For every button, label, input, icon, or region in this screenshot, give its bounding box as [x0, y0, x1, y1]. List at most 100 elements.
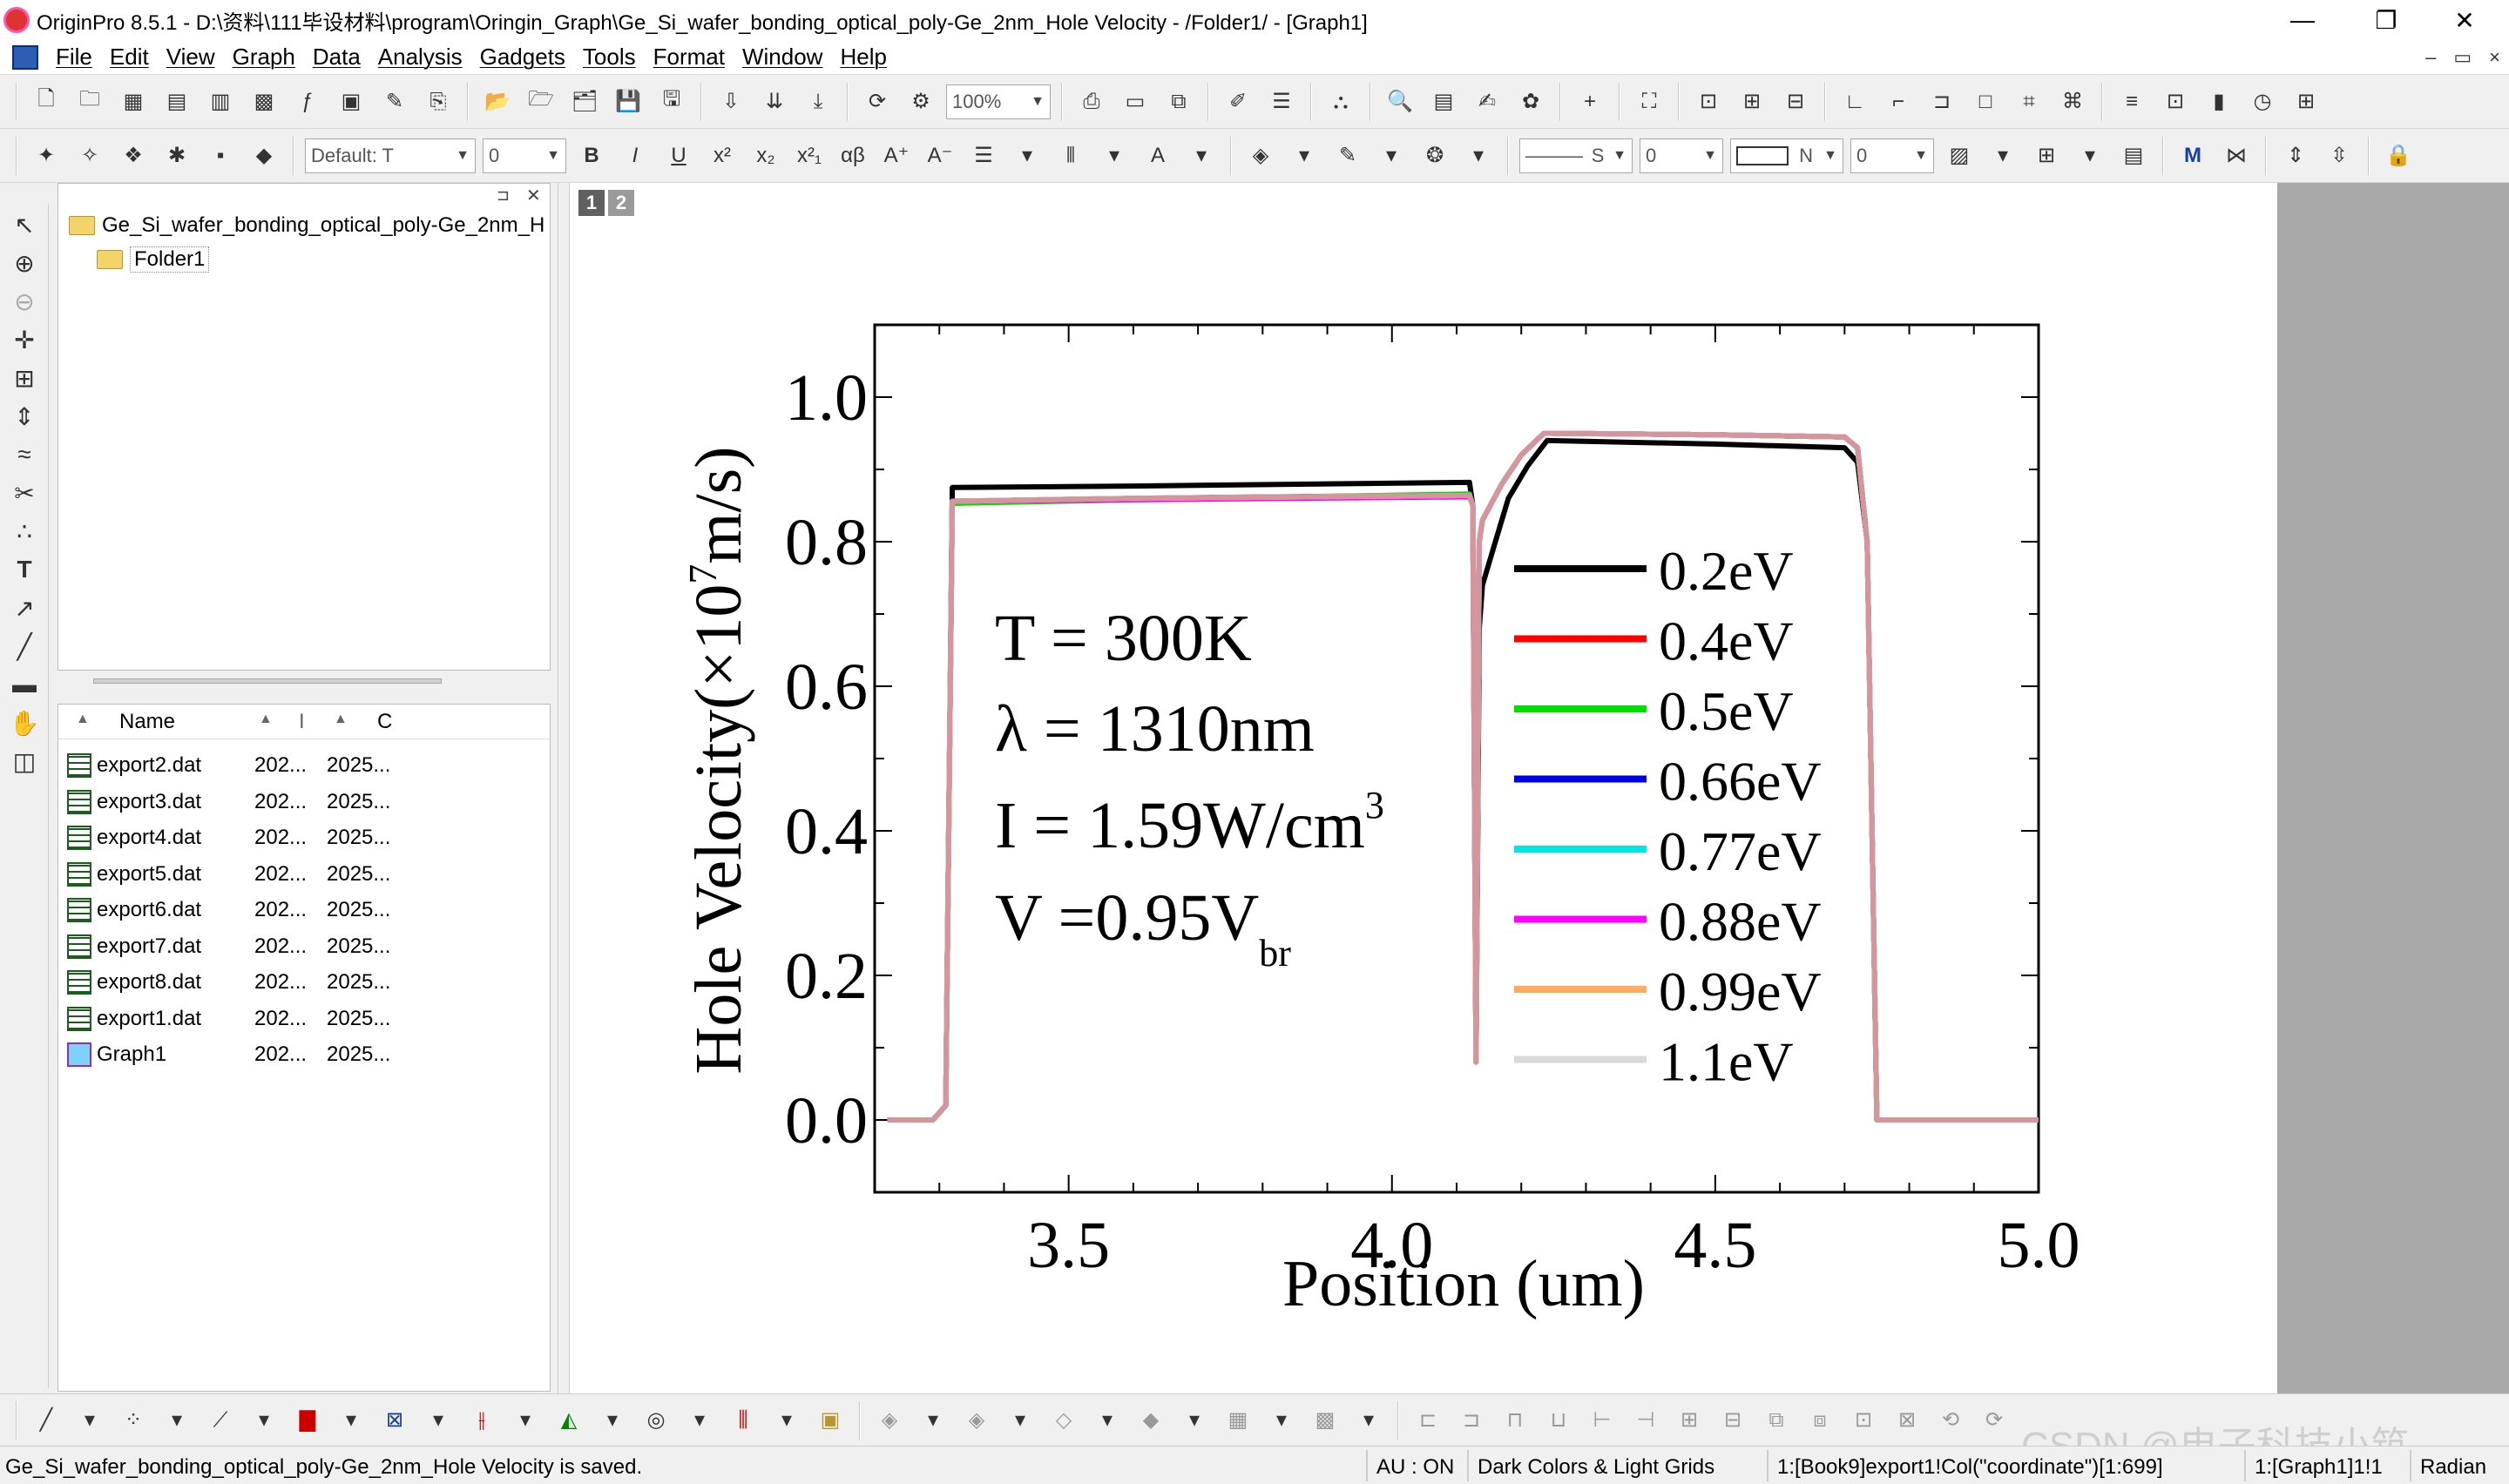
multi-panel-icon[interactable]: ⊠: [385, 1408, 404, 1432]
superscript-icon[interactable]: x²: [713, 143, 731, 167]
menu-gadgets[interactable]: Gadgets: [479, 44, 565, 70]
minimize-button[interactable]: —: [2290, 6, 2315, 33]
draw-data-icon[interactable]: ≈: [17, 441, 31, 468]
add-bottom-x-icon[interactable]: ∟: [1844, 89, 1865, 113]
fill-size-select[interactable]: 0 ▼: [1850, 138, 1934, 173]
save-project-icon[interactable]: 💾: [615, 90, 641, 113]
layer-list-icon[interactable]: ≡: [2125, 89, 2138, 113]
error-bar-icon[interactable]: ⫲: [478, 1407, 485, 1432]
notes-window-icon[interactable]: ✍: [1478, 90, 1497, 113]
greek-icon[interactable]: αβ: [841, 143, 865, 167]
3d-bar-icon[interactable]: ◈: [968, 1408, 985, 1432]
new-workbook-icon[interactable]: ▦: [123, 90, 144, 113]
chevron-down-icon[interactable]: ▾: [1188, 1408, 1200, 1432]
column-header-col3[interactable]: C: [377, 710, 393, 733]
menu-graph[interactable]: Graph: [232, 44, 295, 70]
font-color-icon[interactable]: A: [1150, 143, 1165, 167]
pattern-icon[interactable]: ❂: [1425, 144, 1444, 167]
zoom-out-icon[interactable]: ⊖: [14, 287, 35, 315]
regional-mask-icon[interactable]: ✂: [14, 479, 35, 507]
rotate-icon[interactable]: ⟲: [1941, 1408, 1960, 1432]
align-top-icon[interactable]: ⊓: [1506, 1408, 1524, 1432]
timestamp-icon[interactable]: ◷: [2253, 90, 2272, 113]
stock-plot-icon[interactable]: ⫼: [738, 1407, 748, 1432]
chevron-down-icon[interactable]: ▾: [1298, 144, 1310, 167]
chevron-down-icon[interactable]: ▾: [1275, 1408, 1288, 1432]
chevron-down-icon[interactable]: ▾: [1363, 1408, 1375, 1432]
column-plot-icon[interactable]: ▇: [299, 1408, 316, 1432]
chevron-down-icon[interactable]: ▾: [1021, 144, 1033, 167]
list-item[interactable]: export5.dat 202... 2025...: [67, 857, 390, 892]
tool2-icon[interactable]: ✧: [80, 144, 99, 167]
tool5-icon[interactable]: ▪: [216, 143, 225, 167]
hole-velocity-chart[interactable]: 3.5 4.0 4.5 5.0 0.0 0.2 0.4 0.6 0.8 1.0 Position…: [570, 183, 2277, 1393]
menu-view[interactable]: View: [166, 44, 215, 70]
merge-graph-icon[interactable]: ⊞: [1742, 90, 1762, 113]
batch-icon[interactable]: ⚙: [911, 90, 930, 113]
font-select[interactable]: Default: T ▼: [305, 138, 476, 173]
chevron-down-icon[interactable]: ▾: [1014, 1408, 1026, 1432]
align-left-icon[interactable]: ⊏: [1418, 1408, 1437, 1432]
menu-help[interactable]: Help: [840, 44, 887, 70]
list-item[interactable]: export7.dat 202... 2025...: [67, 929, 390, 964]
italic-icon[interactable]: I: [632, 143, 639, 167]
3d-surface-icon[interactable]: ◈: [881, 1408, 898, 1432]
align-bottom-icon[interactable]: ⊔: [1550, 1408, 1567, 1432]
line-tool-icon[interactable]: ╱: [17, 632, 32, 660]
fill-color-icon[interactable]: ◈: [1252, 144, 1269, 167]
chevron-down-icon[interactable]: ▾: [693, 1408, 706, 1432]
subscript-icon[interactable]: x₂: [756, 143, 775, 167]
area-plot-icon[interactable]: ◭: [560, 1408, 578, 1432]
rectangle-tool-icon[interactable]: ▬: [12, 671, 37, 698]
hand-icon[interactable]: ✋: [9, 709, 40, 737]
horizontal-scrollbar[interactable]: [93, 678, 442, 684]
chevron-down-icon[interactable]: ▾: [781, 1408, 793, 1432]
panel-close-icon[interactable]: ✕: [526, 186, 541, 206]
line-style-select[interactable]: ——— S ▼: [1519, 138, 1633, 173]
tool4-icon[interactable]: ✱: [167, 144, 186, 167]
graph-page[interactable]: 3.5 4.0 4.5 5.0 0.0 0.2 0.4 0.6 0.8 1.0 Position…: [570, 183, 2277, 1393]
chevron-down-icon[interactable]: ▾: [519, 1408, 531, 1432]
chevron-down-icon[interactable]: ▾: [1101, 1408, 1113, 1432]
layer-tab-1[interactable]: 1: [578, 190, 605, 216]
zoom-in-icon[interactable]: ⊕: [14, 249, 35, 277]
extract-layers-icon[interactable]: ⊟: [1786, 90, 1805, 113]
data-reader-icon[interactable]: ⇕: [14, 402, 35, 430]
align-hcenter-icon[interactable]: ⊣: [1636, 1408, 1655, 1432]
add-box-icon[interactable]: □: [1978, 89, 1992, 113]
column-align-icon[interactable]: ⫴: [1065, 143, 1076, 167]
menu-tools[interactable]: Tools: [582, 44, 636, 70]
new-layout-icon[interactable]: ▣: [341, 90, 362, 113]
chevron-down-icon[interactable]: ▾: [345, 1408, 357, 1432]
text-tool-icon[interactable]: T: [17, 556, 32, 583]
screen-reader-icon[interactable]: ✛: [14, 326, 35, 354]
align-right-icon[interactable]: ⊐: [1462, 1408, 1481, 1432]
scatter-plot-icon[interactable]: ⁘: [124, 1408, 143, 1432]
pointer-icon[interactable]: ↖: [14, 211, 35, 239]
line-color-icon[interactable]: ✎: [1338, 144, 1357, 167]
results-log-icon[interactable]: 🔍: [1387, 90, 1413, 113]
list-item[interactable]: Graph1 202... 2025...: [67, 1037, 390, 1072]
3d-wire-icon[interactable]: ◇: [1055, 1408, 1072, 1432]
color-scale-icon[interactable]: ▮: [2213, 90, 2225, 113]
add-inset-data-icon[interactable]: ⌘: [2062, 90, 2083, 113]
zoom-select[interactable]: 100% ▼: [946, 84, 1051, 119]
import-ascii-icon[interactable]: ⇩: [721, 90, 741, 113]
chevron-down-icon[interactable]: ▾: [1195, 144, 1207, 167]
region-tool-icon[interactable]: ◫: [12, 747, 37, 775]
copy-page-icon[interactable]: ⧉: [1171, 89, 1187, 113]
chevron-down-icon[interactable]: ▾: [258, 1408, 270, 1432]
rescale-icon[interactable]: ⛶: [1641, 89, 1657, 113]
new-excel-icon[interactable]: ▤: [166, 90, 187, 113]
print-icon[interactable]: ⎙: [1083, 89, 1100, 113]
underline-icon[interactable]: U: [671, 143, 686, 167]
chevron-down-icon[interactable]: ▾: [1472, 144, 1484, 167]
new-function-icon[interactable]: ƒ: [301, 89, 314, 113]
code-builder-icon[interactable]: ✐: [1228, 90, 1248, 113]
layer-tab-2[interactable]: 2: [608, 190, 634, 216]
tool3-icon[interactable]: ❖: [124, 144, 143, 167]
mdi-close-button[interactable]: ×: [2489, 46, 2500, 68]
open-excel-icon[interactable]: 🗂: [571, 90, 599, 113]
open-icon[interactable]: 📂: [484, 90, 511, 113]
menu-data[interactable]: Data: [312, 44, 361, 70]
